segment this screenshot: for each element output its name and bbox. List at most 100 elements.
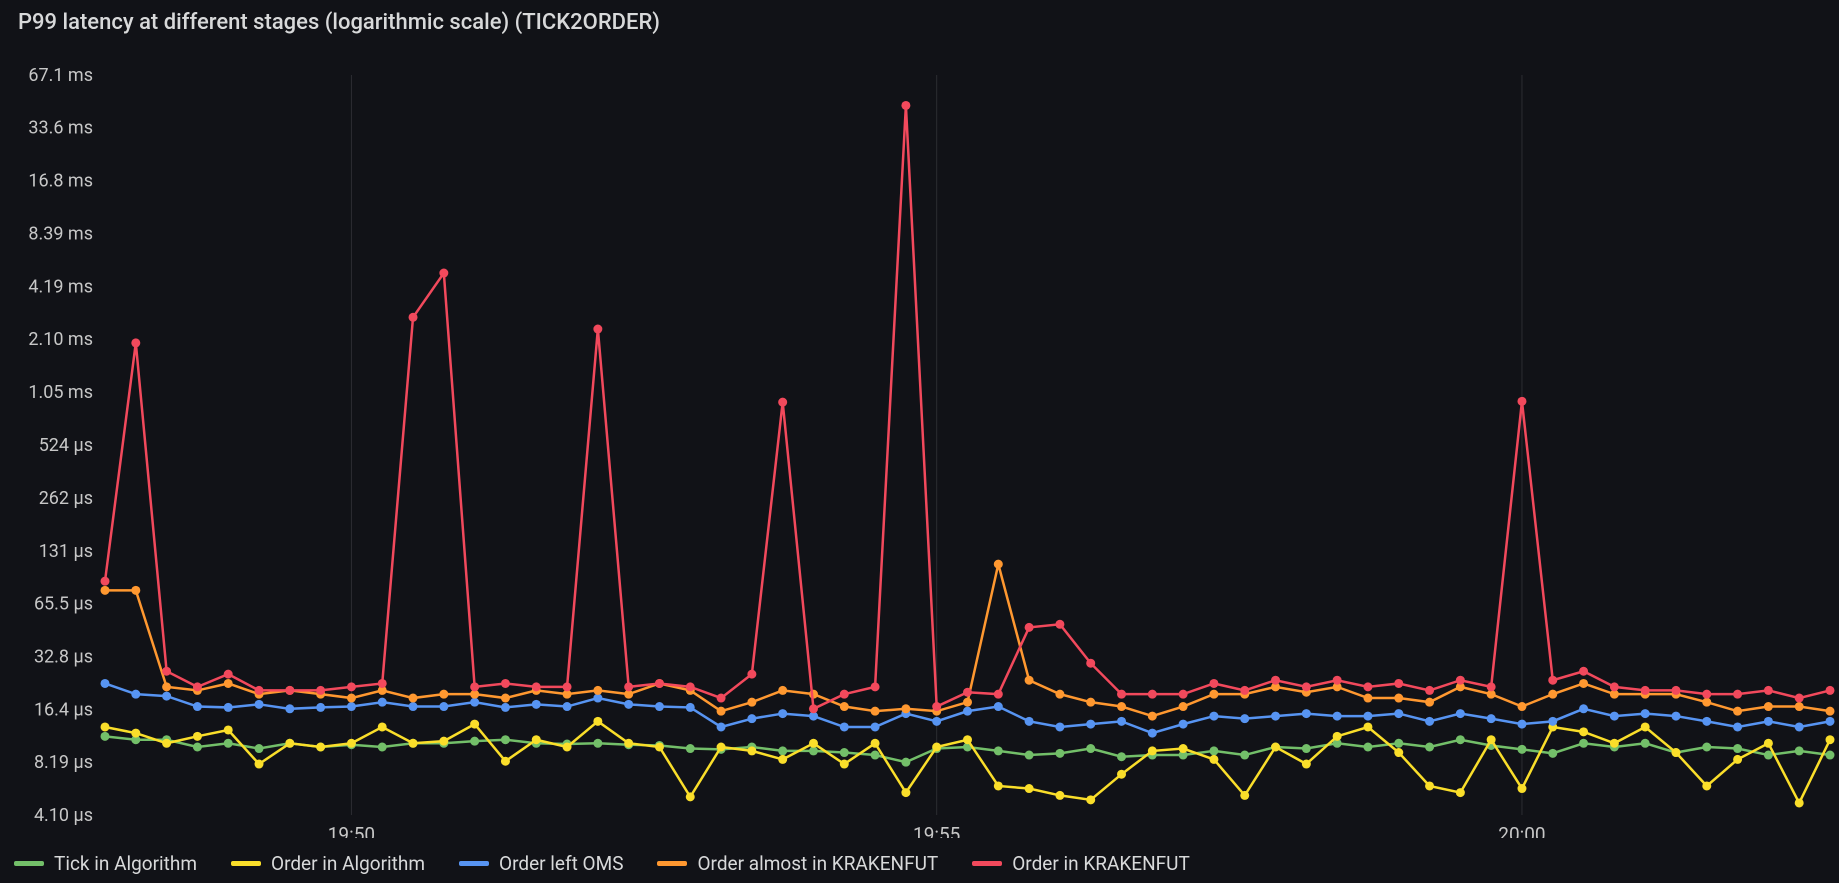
- series-point[interactable]: [840, 690, 849, 699]
- series-point[interactable]: [224, 670, 233, 679]
- series-point[interactable]: [378, 743, 387, 752]
- series-point[interactable]: [1117, 770, 1126, 779]
- series-point[interactable]: [1117, 702, 1126, 711]
- series-point[interactable]: [1302, 682, 1311, 691]
- series-point[interactable]: [162, 667, 171, 676]
- series-point[interactable]: [1826, 735, 1835, 744]
- series-point[interactable]: [1240, 751, 1249, 760]
- series-point[interactable]: [1086, 698, 1095, 707]
- series-point[interactable]: [1209, 712, 1218, 721]
- series-point[interactable]: [1209, 755, 1218, 764]
- series-point[interactable]: [747, 670, 756, 679]
- series-point[interactable]: [1641, 739, 1650, 748]
- series-point[interactable]: [717, 707, 726, 716]
- series-point[interactable]: [1733, 722, 1742, 731]
- series-point[interactable]: [131, 729, 140, 738]
- series-point[interactable]: [378, 722, 387, 731]
- series-point[interactable]: [131, 586, 140, 595]
- series-point[interactable]: [655, 679, 664, 688]
- series-point[interactable]: [840, 722, 849, 731]
- series-point[interactable]: [439, 690, 448, 699]
- series-point[interactable]: [1363, 712, 1372, 721]
- series-point[interactable]: [1456, 676, 1465, 685]
- series-point[interactable]: [1394, 709, 1403, 718]
- series-point[interactable]: [1425, 781, 1434, 790]
- series-point[interactable]: [1517, 720, 1526, 729]
- series-point[interactable]: [1826, 717, 1835, 726]
- series-point[interactable]: [101, 679, 110, 688]
- series-point[interactable]: [1209, 690, 1218, 699]
- series-point[interactable]: [193, 702, 202, 711]
- series-point[interactable]: [285, 704, 294, 713]
- series-point[interactable]: [347, 739, 356, 748]
- series-point[interactable]: [1425, 698, 1434, 707]
- series-point[interactable]: [1179, 744, 1188, 753]
- series-point[interactable]: [1148, 729, 1157, 738]
- series-point[interactable]: [409, 313, 418, 322]
- series-point[interactable]: [563, 743, 572, 752]
- series-point[interactable]: [1517, 397, 1526, 406]
- series-point[interactable]: [224, 679, 233, 688]
- series-point[interactable]: [1055, 620, 1064, 629]
- series-point[interactable]: [470, 737, 479, 746]
- series-point[interactable]: [1641, 722, 1650, 731]
- series-point[interactable]: [1579, 739, 1588, 748]
- series-point[interactable]: [1025, 784, 1034, 793]
- series-point[interactable]: [655, 743, 664, 752]
- series-point[interactable]: [1394, 748, 1403, 757]
- series-point[interactable]: [1671, 686, 1680, 695]
- series-point[interactable]: [809, 739, 818, 748]
- legend-item[interactable]: Order left OMS: [459, 852, 623, 875]
- series-point[interactable]: [224, 703, 233, 712]
- series-point[interactable]: [1025, 676, 1034, 685]
- series-point[interactable]: [1055, 791, 1064, 800]
- series-point[interactable]: [193, 732, 202, 741]
- series-point[interactable]: [1733, 755, 1742, 764]
- series-point[interactable]: [1363, 722, 1372, 731]
- series-point[interactable]: [1209, 746, 1218, 755]
- series-point[interactable]: [1795, 702, 1804, 711]
- series-point[interactable]: [1117, 717, 1126, 726]
- series-point[interactable]: [1702, 690, 1711, 699]
- series-point[interactable]: [439, 269, 448, 278]
- series-point[interactable]: [747, 746, 756, 755]
- series-point[interactable]: [162, 739, 171, 748]
- series-point[interactable]: [1025, 623, 1034, 632]
- series-point[interactable]: [593, 325, 602, 334]
- series-point[interactable]: [1795, 722, 1804, 731]
- series-point[interactable]: [1579, 704, 1588, 713]
- series-point[interactable]: [717, 694, 726, 703]
- series-point[interactable]: [963, 707, 972, 716]
- series-point[interactable]: [1086, 795, 1095, 804]
- series-point[interactable]: [316, 686, 325, 695]
- series-point[interactable]: [593, 686, 602, 695]
- series-point[interactable]: [1209, 679, 1218, 688]
- series-point[interactable]: [563, 682, 572, 691]
- series-point[interactable]: [624, 739, 633, 748]
- series-point[interactable]: [1055, 749, 1064, 758]
- series-point[interactable]: [1055, 722, 1064, 731]
- series-point[interactable]: [1179, 690, 1188, 699]
- series-point[interactable]: [901, 788, 910, 797]
- series-point[interactable]: [871, 682, 880, 691]
- series-point[interactable]: [1641, 686, 1650, 695]
- series-point[interactable]: [101, 577, 110, 586]
- legend-item[interactable]: Order in Algorithm: [231, 852, 425, 875]
- series-point[interactable]: [1702, 717, 1711, 726]
- series-point[interactable]: [501, 735, 510, 744]
- series-point[interactable]: [624, 682, 633, 691]
- series-point[interactable]: [347, 702, 356, 711]
- series-point[interactable]: [655, 702, 664, 711]
- series-point[interactable]: [932, 702, 941, 711]
- series-point[interactable]: [1333, 732, 1342, 741]
- series-point[interactable]: [593, 739, 602, 748]
- series-point[interactable]: [1240, 686, 1249, 695]
- series-point[interactable]: [1148, 712, 1157, 721]
- series-point[interactable]: [778, 686, 787, 695]
- series-point[interactable]: [1795, 798, 1804, 807]
- series-point[interactable]: [1394, 694, 1403, 703]
- series-point[interactable]: [1055, 690, 1064, 699]
- series-point[interactable]: [1641, 709, 1650, 718]
- series-point[interactable]: [532, 700, 541, 709]
- legend-item[interactable]: Tick in Algorithm: [14, 852, 197, 875]
